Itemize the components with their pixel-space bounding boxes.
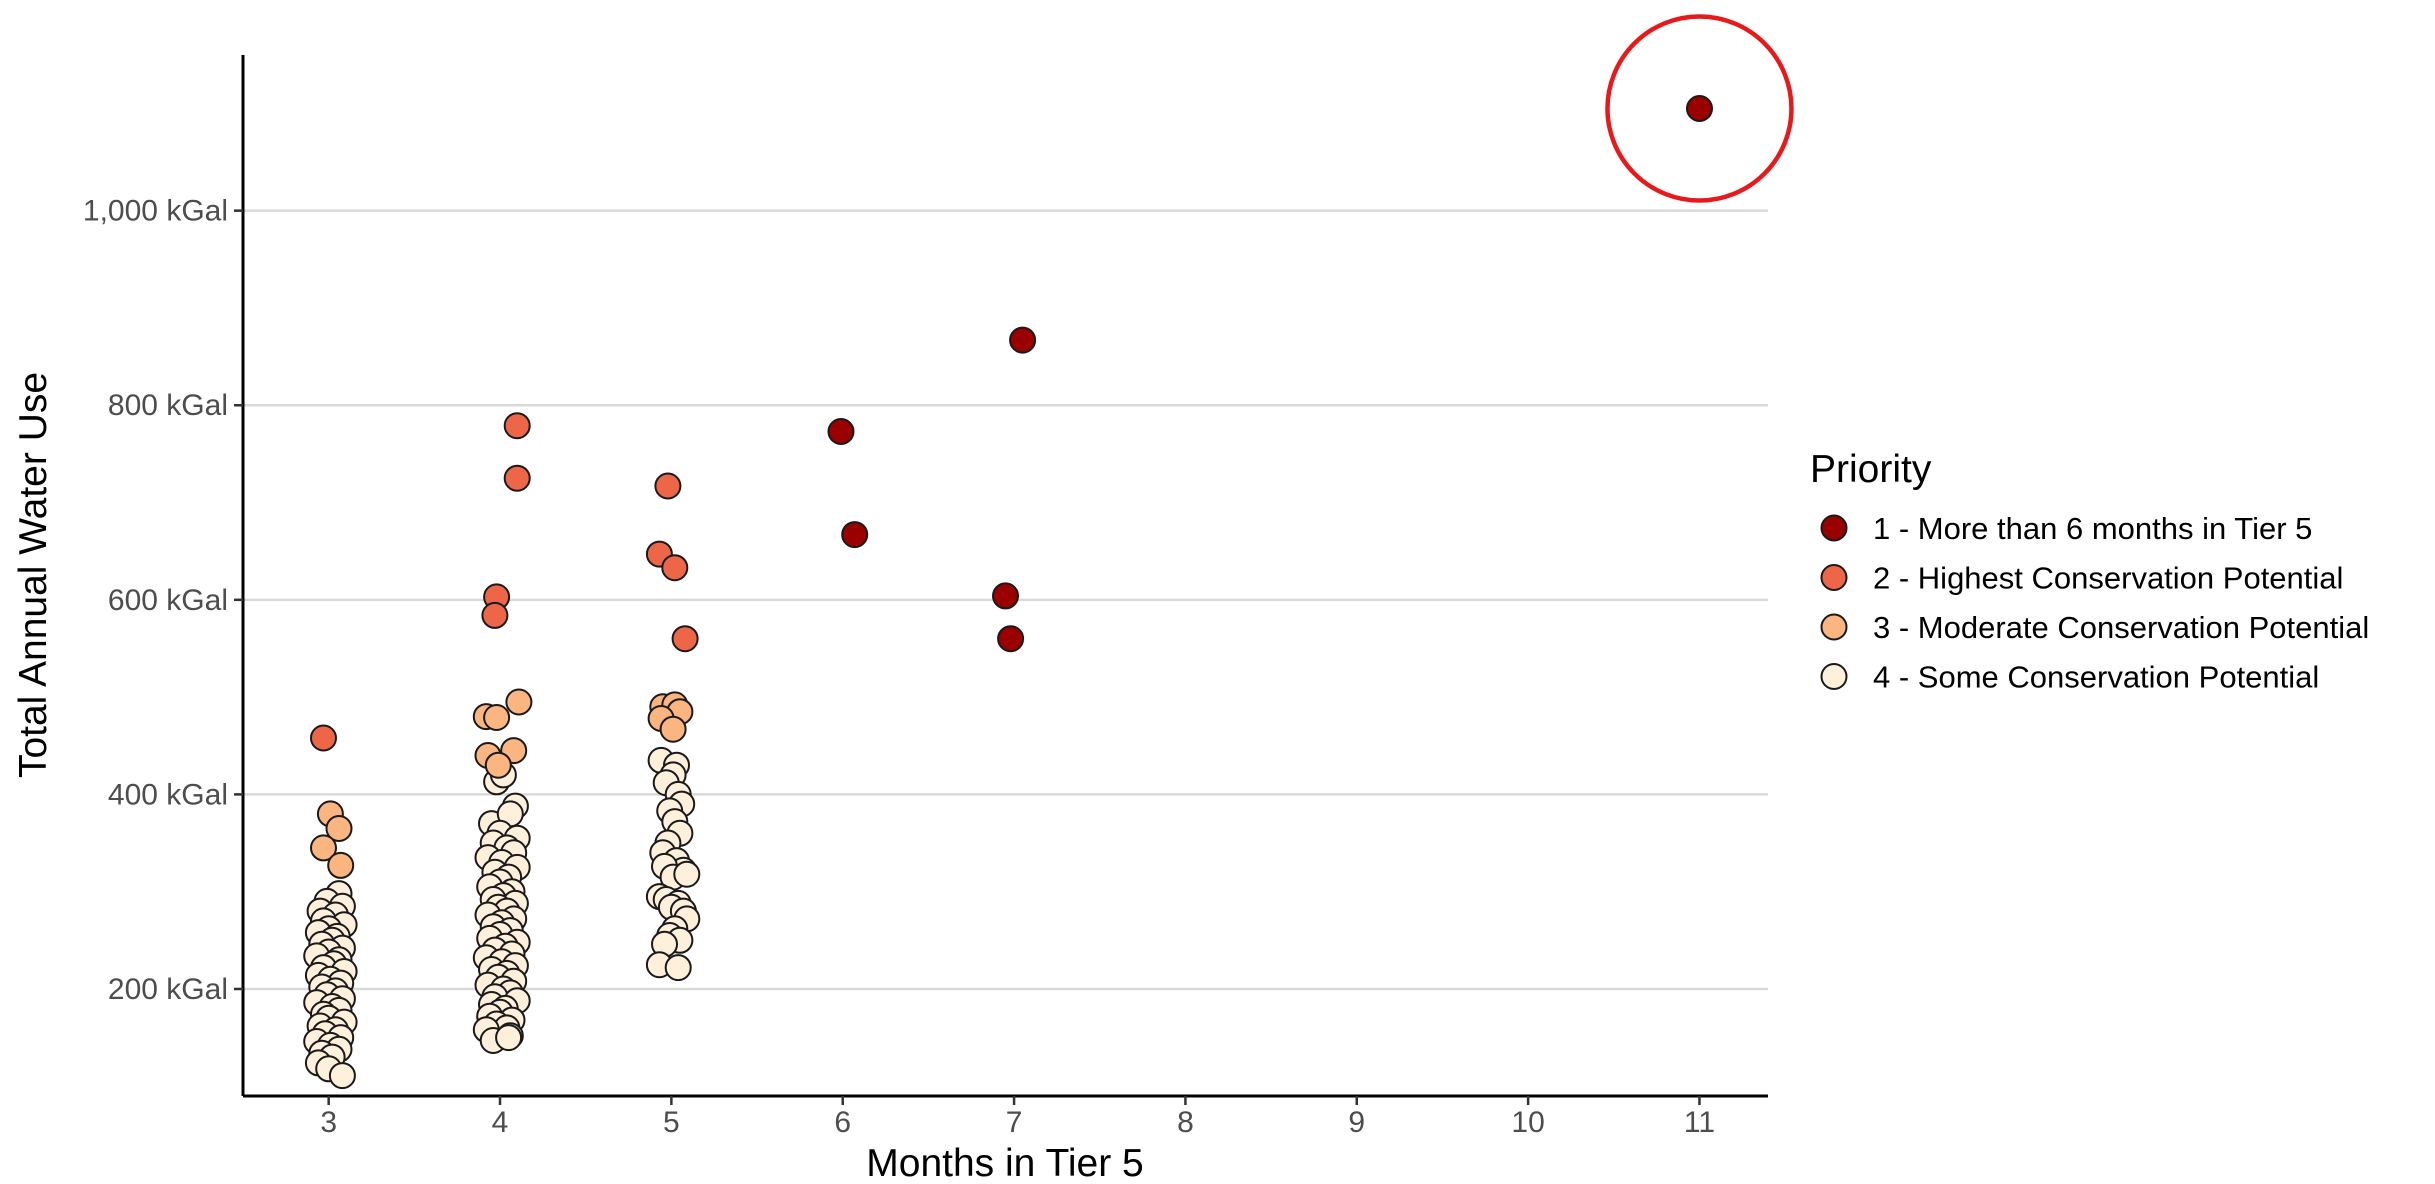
data-point bbox=[325, 815, 353, 842]
y-tick-label: 600 kGal bbox=[108, 584, 228, 617]
data-point bbox=[841, 521, 869, 549]
data-point bbox=[997, 625, 1025, 653]
data-point bbox=[505, 688, 533, 716]
legend-label: 2 - Highest Conservation Potential bbox=[1873, 561, 2343, 596]
legend: Priority 1 - More than 6 months in Tier … bbox=[1810, 448, 2369, 695]
highlight-circle bbox=[1605, 14, 1794, 203]
x-axis-ticks: 3 4 5 6 7 8 9 10 11 bbox=[320, 1096, 1715, 1139]
data-point bbox=[503, 464, 531, 492]
data-point bbox=[664, 954, 692, 982]
y-tick-label: 200 kGal bbox=[108, 973, 228, 1006]
legend-title: Priority bbox=[1810, 448, 1932, 491]
data-point bbox=[495, 1024, 523, 1052]
data-point bbox=[827, 418, 855, 445]
data-point bbox=[328, 1062, 356, 1090]
legend-swatch bbox=[1820, 613, 1848, 641]
legend-swatch bbox=[1820, 663, 1848, 690]
data-point bbox=[673, 860, 701, 888]
x-axis-title: Months in Tier 5 bbox=[866, 1142, 1143, 1184]
legend-item: 4 - Some Conservation Potential bbox=[1820, 660, 2319, 695]
x-tick-label: 5 bbox=[663, 1106, 680, 1139]
data-point bbox=[327, 851, 355, 879]
legend-swatch bbox=[1820, 514, 1848, 542]
x-tick-label: 6 bbox=[834, 1106, 851, 1139]
legend-label: 4 - Some Conservation Potential bbox=[1873, 660, 2319, 695]
legend-label: 3 - Moderate Conservation Potential bbox=[1873, 610, 2369, 645]
legend-item: 1 - More than 6 months in Tier 5 bbox=[1820, 511, 2312, 546]
data-point bbox=[503, 412, 531, 440]
legend-item: 3 - Moderate Conservation Potential bbox=[1820, 610, 2369, 645]
data-points bbox=[303, 95, 1713, 1090]
data-point bbox=[481, 601, 509, 629]
data-point bbox=[1686, 95, 1713, 122]
x-tick-label: 9 bbox=[1348, 1106, 1365, 1139]
y-tick-label: 400 kGal bbox=[108, 778, 228, 811]
data-point bbox=[661, 554, 689, 582]
x-tick-label: 3 bbox=[320, 1106, 337, 1139]
data-point bbox=[659, 715, 687, 743]
data-point bbox=[1009, 326, 1037, 354]
data-point bbox=[483, 704, 511, 731]
legend-item: 2 - Highest Conservation Potential bbox=[1820, 561, 2343, 596]
legend-label: 1 - More than 6 months in Tier 5 bbox=[1873, 511, 2312, 546]
data-point bbox=[671, 625, 699, 653]
data-point bbox=[310, 834, 337, 862]
y-tick-label: 800 kGal bbox=[108, 389, 228, 422]
x-tick-label: 10 bbox=[1511, 1106, 1544, 1139]
legend-swatch bbox=[1820, 564, 1848, 591]
x-tick-label: 4 bbox=[492, 1106, 509, 1139]
y-tick-label: 1,000 kGal bbox=[83, 195, 228, 228]
x-tick-label: 11 bbox=[1684, 1106, 1715, 1139]
data-point bbox=[310, 724, 337, 752]
x-tick-label: 7 bbox=[1006, 1106, 1023, 1139]
data-point bbox=[654, 472, 682, 500]
x-tick-label: 8 bbox=[1177, 1106, 1194, 1139]
y-axis-title: Total Annual Water Use bbox=[12, 372, 55, 778]
data-point bbox=[484, 751, 512, 779]
y-axis-ticks: 200 kGal 400 kGal 600 kGal 800 kGal 1,000 kG… bbox=[83, 195, 243, 1006]
data-point bbox=[992, 582, 1019, 610]
